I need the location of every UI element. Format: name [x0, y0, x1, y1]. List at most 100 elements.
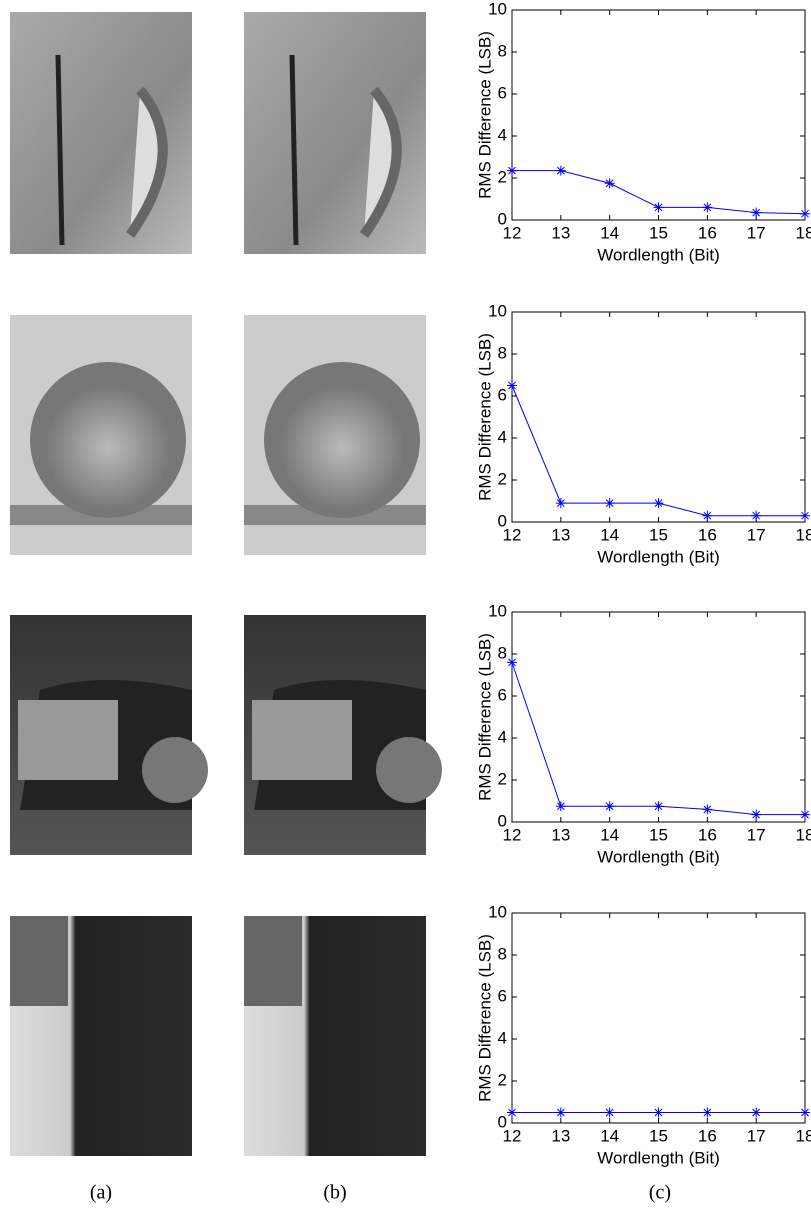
- marker: [555, 1107, 566, 1118]
- marker: [751, 510, 762, 521]
- x-tick-label: 18: [796, 525, 811, 544]
- x-tick-label: 17: [747, 1126, 766, 1145]
- x-tick-label: 14: [600, 1126, 619, 1145]
- y-tick-label: 10: [488, 0, 507, 18]
- y-tick-label: 4: [498, 1028, 507, 1047]
- y-tick-label: 2: [498, 469, 507, 488]
- x-tick-label: 17: [747, 525, 766, 544]
- x-axis-label: Wordlength (Bit): [597, 847, 720, 866]
- y-tick-label: 0: [498, 811, 507, 830]
- x-tick-label: 14: [600, 525, 619, 544]
- x-tick-label: 13: [551, 525, 570, 544]
- x-tick-label: 16: [698, 1126, 717, 1145]
- y-tick-label: 10: [488, 601, 507, 620]
- x-tick-label: 16: [698, 525, 717, 544]
- marker: [800, 1107, 810, 1118]
- x-axis-label: Wordlength (Bit): [597, 1148, 720, 1167]
- x-tick-label: 15: [649, 825, 668, 844]
- x-tick-label: 16: [698, 223, 717, 242]
- x-tick-label: 15: [649, 525, 668, 544]
- photo-car: [10, 615, 442, 855]
- y-tick-label: 8: [498, 343, 507, 362]
- marker: [702, 1107, 713, 1118]
- y-tick-label: 2: [498, 167, 507, 186]
- caption: (c): [649, 1182, 671, 1204]
- y-tick-label: 8: [498, 41, 507, 60]
- series-line: [511, 385, 805, 517]
- y-tick-label: 2: [498, 769, 507, 788]
- marker: [800, 809, 810, 820]
- marker: [751, 207, 762, 218]
- marker: [555, 165, 566, 176]
- y-tick-label: 0: [498, 1112, 507, 1131]
- y-axis-label: RMS Difference (LSB): [475, 633, 494, 801]
- marker: [653, 202, 664, 213]
- x-tick-label: 18: [796, 223, 811, 242]
- marker: [702, 510, 713, 521]
- y-tick-label: 4: [498, 427, 507, 446]
- marker: [604, 801, 615, 812]
- x-tick-label: 15: [649, 223, 668, 242]
- y-tick-label: 6: [498, 385, 507, 404]
- y-axis-label: RMS Difference (LSB): [475, 333, 494, 501]
- marker: [702, 804, 713, 815]
- y-tick-label: 0: [498, 209, 507, 228]
- y-tick-label: 10: [488, 301, 507, 320]
- y-tick-label: 6: [498, 83, 507, 102]
- plot-frame: [511, 912, 806, 1124]
- x-tick-label: 12: [503, 223, 522, 242]
- marker: [800, 208, 810, 219]
- y-tick-label: 4: [498, 125, 507, 144]
- marker: [653, 801, 664, 812]
- marker: [800, 510, 810, 521]
- marker: [702, 202, 713, 213]
- series-line: [511, 662, 805, 816]
- x-tick-label: 15: [649, 1126, 668, 1145]
- marker: [604, 178, 615, 189]
- marker: [507, 165, 517, 176]
- x-tick-label: 17: [747, 223, 766, 242]
- photo-number: [10, 916, 426, 1156]
- marker: [555, 498, 566, 509]
- x-axis-label: Wordlength (Bit): [597, 245, 720, 264]
- plot-frame: [511, 9, 806, 221]
- y-tick-label: 4: [498, 727, 507, 746]
- y-tick-label: 8: [498, 944, 507, 963]
- y-axis-label: RMS Difference (LSB): [475, 934, 494, 1102]
- x-tick-label: 13: [551, 223, 570, 242]
- photos: [10, 12, 442, 1156]
- x-tick-label: 16: [698, 825, 717, 844]
- marker: [751, 809, 762, 820]
- marker: [604, 498, 615, 509]
- marker: [507, 1107, 517, 1118]
- x-tick-label: 14: [600, 223, 619, 242]
- caption: (a): [90, 1182, 112, 1204]
- x-tick-label: 12: [503, 825, 522, 844]
- photo-cup: [10, 12, 426, 254]
- x-tick-label: 12: [503, 525, 522, 544]
- y-tick-label: 8: [498, 643, 507, 662]
- x-tick-label: 17: [747, 825, 766, 844]
- marker: [507, 380, 517, 391]
- x-tick-label: 18: [796, 825, 811, 844]
- x-axis-label: Wordlength (Bit): [597, 547, 720, 566]
- x-tick-label: 12: [503, 1126, 522, 1145]
- caption: (b): [323, 1182, 346, 1204]
- y-tick-label: 10: [488, 902, 507, 921]
- marker: [653, 498, 664, 509]
- y-tick-label: 6: [498, 685, 507, 704]
- x-tick-label: 14: [600, 825, 619, 844]
- y-tick-label: 6: [498, 986, 507, 1005]
- x-tick-label: 18: [796, 1126, 811, 1145]
- y-tick-label: 2: [498, 1070, 507, 1089]
- x-tick-label: 13: [551, 1126, 570, 1145]
- y-axis-label: RMS Difference (LSB): [475, 31, 494, 199]
- photo-apple: [10, 315, 426, 555]
- x-tick-label: 13: [551, 825, 570, 844]
- marker: [507, 657, 517, 668]
- marker: [555, 801, 566, 812]
- y-tick-label: 0: [498, 511, 507, 530]
- marker: [653, 1107, 664, 1118]
- marker: [751, 1107, 762, 1118]
